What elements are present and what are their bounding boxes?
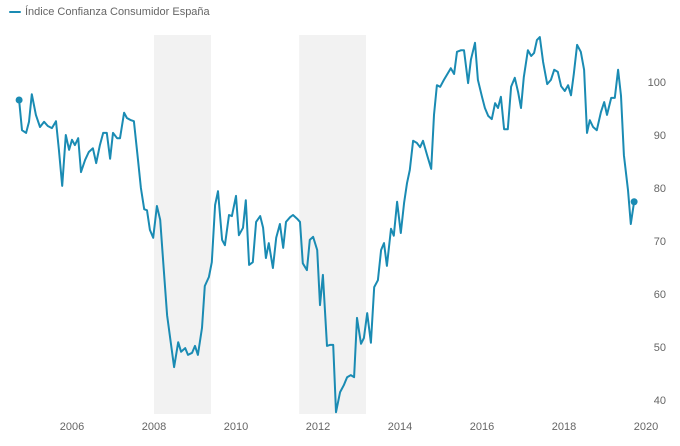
chart-legend: Índice Confianza Consumidor España bbox=[9, 4, 210, 20]
x-tick-label: 2020 bbox=[634, 421, 658, 433]
x-tick-label: 2018 bbox=[552, 421, 576, 433]
y-axis-ticks: 40 50 60 70 80 90 100 bbox=[648, 77, 666, 407]
x-tick-label: 2014 bbox=[388, 421, 412, 433]
shaded-periods bbox=[154, 35, 366, 414]
start-point-marker bbox=[15, 96, 23, 104]
x-tick-label: 2008 bbox=[142, 421, 166, 433]
y-tick-label: 70 bbox=[654, 236, 666, 248]
y-tick-label: 60 bbox=[654, 289, 666, 301]
x-tick-label: 2012 bbox=[306, 421, 330, 433]
series-layer bbox=[15, 36, 638, 414]
x-tick-label: 2010 bbox=[224, 421, 248, 433]
y-tick-label: 90 bbox=[654, 130, 666, 142]
y-tick-label: 50 bbox=[654, 342, 666, 354]
y-tick-label: 40 bbox=[654, 395, 666, 407]
series-line bbox=[18, 36, 636, 414]
legend-swatch bbox=[9, 11, 21, 13]
shaded-period bbox=[154, 35, 211, 414]
x-tick-label: 2006 bbox=[60, 421, 84, 433]
y-tick-label: 80 bbox=[654, 183, 666, 195]
y-tick-label: 100 bbox=[648, 77, 666, 89]
end-point-marker bbox=[630, 198, 638, 206]
x-tick-label: 2016 bbox=[470, 421, 494, 433]
x-axis-ticks: 2006 2008 2010 2012 2014 2016 2018 2020 bbox=[60, 421, 658, 433]
legend-label: Índice Confianza Consumidor España bbox=[25, 6, 210, 18]
